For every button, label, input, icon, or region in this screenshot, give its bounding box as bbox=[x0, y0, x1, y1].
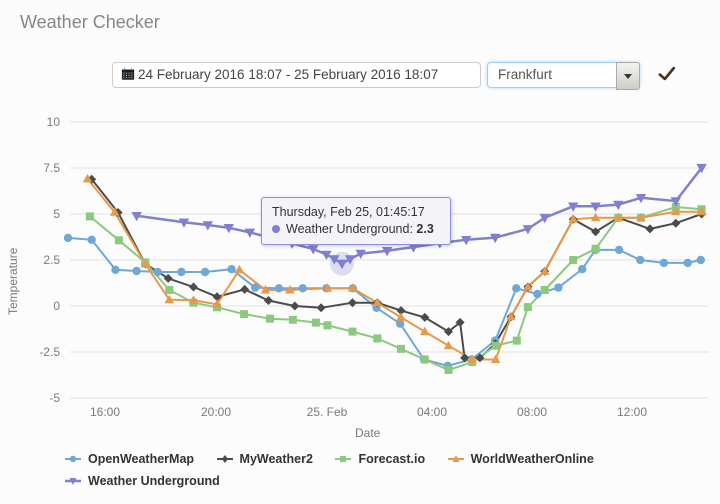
svg-text:08:00: 08:00 bbox=[517, 405, 547, 419]
svg-text:10: 10 bbox=[47, 115, 61, 129]
svg-text:0: 0 bbox=[53, 299, 60, 313]
svg-text:-2.5: -2.5 bbox=[39, 345, 60, 359]
svg-text:04:00: 04:00 bbox=[417, 405, 447, 419]
svg-text:16:00: 16:00 bbox=[90, 405, 120, 419]
svg-text:20:00: 20:00 bbox=[201, 405, 231, 419]
svg-text:25. Feb: 25. Feb bbox=[307, 405, 348, 419]
svg-text:5: 5 bbox=[53, 207, 60, 221]
svg-text:7.5: 7.5 bbox=[43, 161, 60, 175]
svg-text:2.5: 2.5 bbox=[43, 253, 60, 267]
svg-text:-5: -5 bbox=[49, 391, 60, 405]
svg-text:12:00: 12:00 bbox=[617, 405, 647, 419]
